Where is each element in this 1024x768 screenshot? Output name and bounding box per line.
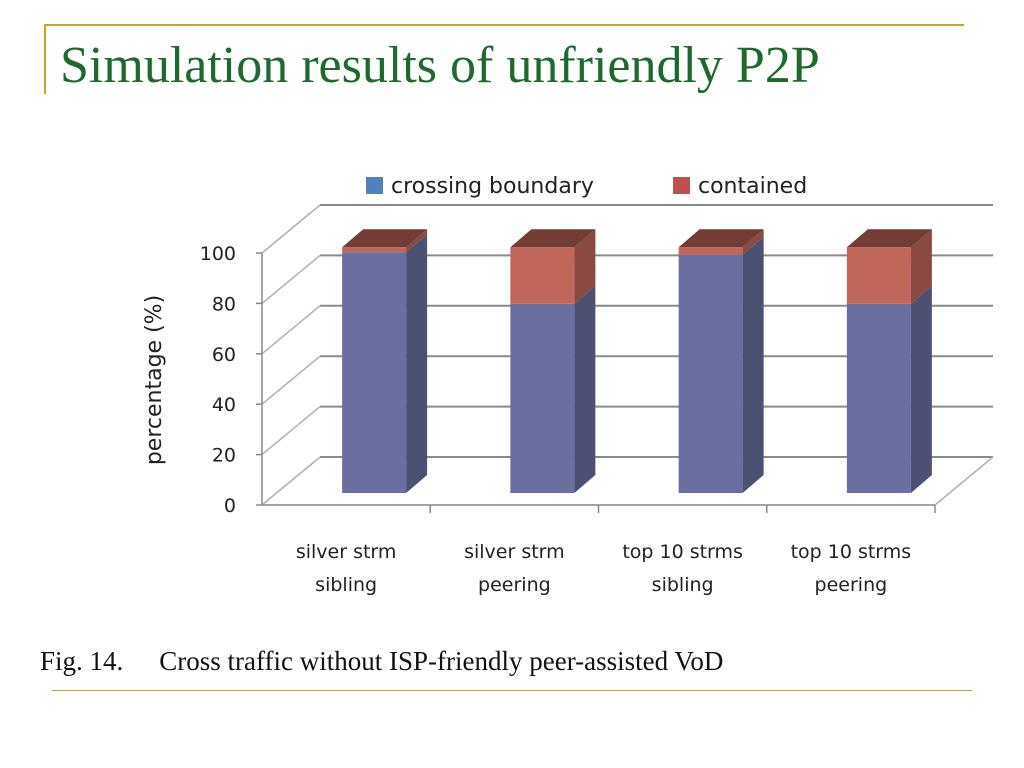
side-gridline-y-60: [261, 305, 321, 355]
chart-legend: crossing boundary contained: [366, 174, 807, 199]
y-tick-label-0: 0: [224, 495, 236, 517]
figure-number: Fig. 14.: [40, 646, 124, 676]
side-gridline-y-0: [261, 456, 321, 506]
y-tick-label-60: 60: [212, 344, 236, 366]
bar-crossing-boundary-3: [846, 303, 911, 493]
side-gridline-y-80: [261, 254, 321, 304]
x-category-label-2-0: top 10 strms: [622, 541, 743, 563]
bar-top-contained-3: [846, 229, 932, 248]
bar-crossing-boundary-0: [342, 252, 407, 493]
x-category-label-2-1: sibling: [652, 574, 714, 596]
bar-crossing-boundary-1: [510, 303, 575, 493]
bar-top-contained-0: [342, 229, 428, 248]
bar-side-contained-1: [574, 229, 596, 304]
chart-bars: [342, 229, 932, 494]
x-category-label-1-1: peering: [478, 574, 551, 596]
x-category-label-0-1: sibling: [315, 574, 377, 596]
floor-edge: [934, 456, 994, 506]
chart-axes: 0 20 40 60 80 100 percentage (%) silver strm sib…: [142, 243, 936, 596]
bar-side-crossing-boundary-2: [742, 236, 764, 493]
bar-contained-1: [510, 247, 575, 304]
bar-contained-2: [678, 247, 743, 255]
x-category-label-3-0: top 10 strms: [791, 541, 912, 563]
caption-rule: [52, 690, 972, 691]
bar-side-crossing-boundary-0: [406, 234, 428, 494]
x-category-label-3-1: peering: [815, 574, 888, 596]
side-gridline-y-100: [261, 204, 321, 254]
figure-caption-text: Cross traffic without ISP-friendly peer-…: [159, 646, 724, 676]
bar-side-contained-3: [910, 229, 932, 304]
slide-title: Simulation results of unfriendly P2P: [60, 37, 820, 94]
legend-swatch-contained: [673, 177, 690, 194]
y-axis-label: percentage (%): [142, 295, 167, 465]
bar-contained-0: [342, 247, 407, 253]
title-accent-rule: [44, 24, 964, 26]
bar-crossing-boundary-2: [678, 254, 743, 493]
bar-side-crossing-boundary-3: [910, 285, 932, 493]
legend-label-contained: contained: [698, 174, 807, 199]
stacked-bar-chart: 0 20 40 60 80 100 percentage (%) silver strm sib…: [142, 174, 994, 596]
y-tick-label-20: 20: [212, 445, 236, 467]
title-accent-bar: [44, 24, 46, 94]
bar-top-contained-2: [678, 229, 764, 248]
y-tick-label-40: 40: [212, 394, 236, 416]
side-gridline-y-20: [261, 406, 321, 456]
bar-contained-3: [846, 247, 911, 304]
figure-caption: Fig. 14. Cross traffic without ISP-friend…: [40, 646, 723, 677]
x-category-label-1-0: silver strm: [464, 541, 565, 563]
bar-side-crossing-boundary-1: [574, 285, 596, 493]
side-gridline-y-40: [261, 355, 321, 405]
bar-top-contained-1: [510, 229, 596, 248]
bar-side-contained-2: [742, 229, 764, 255]
legend-label-crossing-boundary: crossing boundary: [391, 174, 594, 199]
y-tick-label-80: 80: [212, 293, 236, 315]
x-category-label-0-0: silver strm: [296, 541, 397, 563]
bar-side-contained-0: [406, 229, 428, 253]
y-tick-label-100: 100: [200, 243, 236, 265]
legend-swatch-crossing-boundary: [366, 177, 383, 194]
